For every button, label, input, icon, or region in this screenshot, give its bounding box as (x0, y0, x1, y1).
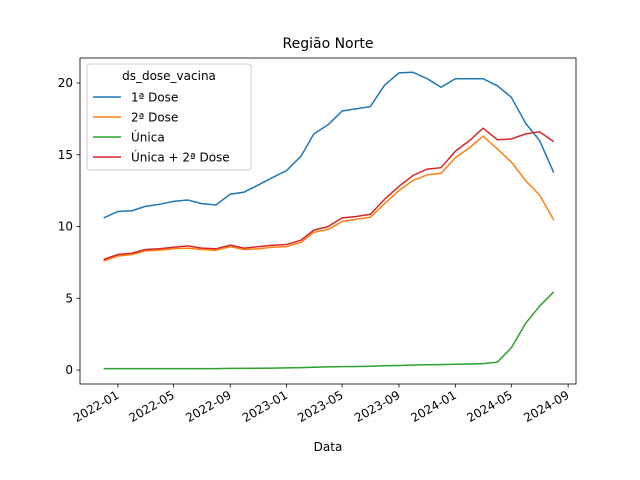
legend-label: Única (131, 130, 165, 145)
series-line (103, 71, 555, 219)
y-tick-label: 10 (58, 220, 73, 234)
y-tick-label: 0 (65, 363, 73, 377)
series-line (103, 127, 555, 261)
y-tick-label: 20 (58, 76, 73, 90)
legend-label: 1ª Dose (131, 91, 178, 105)
legend-label: 2ª Dose (131, 111, 178, 125)
legend-label: Única + 2ª Dose (131, 150, 230, 165)
plot-frame (79, 57, 577, 385)
x-axis-label: Data (314, 440, 343, 454)
series-line (103, 135, 555, 262)
series-line (103, 291, 555, 370)
legend-title: ds_dose_vacina (122, 69, 216, 83)
chart-title: Região Norte (283, 36, 374, 52)
legend-box (86, 63, 252, 171)
y-tick-label: 15 (58, 148, 73, 162)
y-tick-label: 5 (65, 291, 73, 305)
